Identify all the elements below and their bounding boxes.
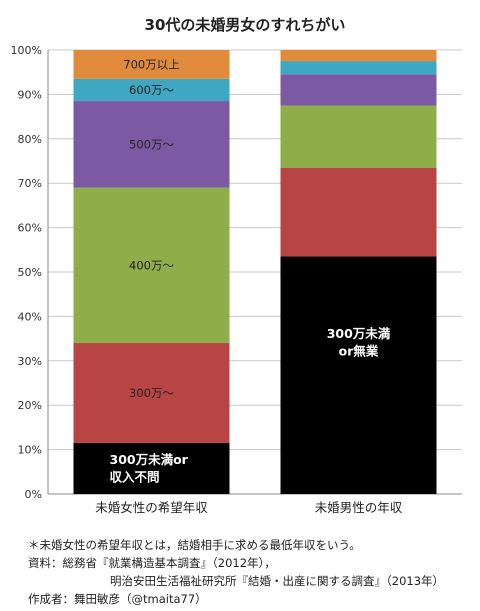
bar-segment xyxy=(280,167,437,257)
y-tick-label: 40% xyxy=(18,310,42,323)
bars: 300万未満or 収入不問 300万〜 400万〜 500万〜 600万〜 700万以上 30… xyxy=(73,50,437,494)
y-tick-label: 50% xyxy=(18,266,42,279)
category-label: 未婚男性の年収 xyxy=(315,500,403,515)
bar-segment xyxy=(73,442,230,494)
bar-segment xyxy=(280,256,437,494)
segment-label: 300万未満 or無業 xyxy=(327,326,391,359)
source-line-1: 資料：総務省『就業構造基本調査』（2012年）， xyxy=(28,556,276,570)
bar-segment xyxy=(73,78,230,102)
segment-label: 700万以上 xyxy=(123,57,179,71)
bar-segment xyxy=(280,105,437,168)
y-tick-label: 20% xyxy=(18,399,42,412)
y-tick-label: 70% xyxy=(18,177,42,190)
category-label: 未婚女性の希望年収 xyxy=(95,500,208,515)
segment-label: 500万〜 xyxy=(129,137,174,151)
y-tick-label: 0% xyxy=(25,488,42,501)
footnote: ＊未婚女性の希望年収とは，結婚相手に求める最低年収をいう。 xyxy=(28,538,361,552)
y-tick-label: 10% xyxy=(18,444,42,457)
bar-segment xyxy=(73,101,230,188)
y-tick-label: 90% xyxy=(18,88,42,101)
bar-segment xyxy=(280,61,437,75)
y-tick-label: 100% xyxy=(11,44,42,57)
segment-label: 400万〜 xyxy=(129,258,174,272)
stacked-bar-chart: 30代の未婚男女のすれちがい 0% 10% 20% 30% 40% 50% 60% 70% 80… xyxy=(11,16,462,515)
y-tick-label: 80% xyxy=(18,133,42,146)
x-axis: 未婚女性の希望年収 未婚男性の年収 xyxy=(95,500,403,515)
segment-label: 600万〜 xyxy=(129,83,174,97)
source-line-2: 明治安田生活福祉研究所『結婚・出産に関する調査』（2013年） xyxy=(110,574,445,588)
author-credit: 作成者：舞田敏彦（@tmaita77） xyxy=(28,592,207,606)
bar-segment xyxy=(73,50,230,79)
bar-segment xyxy=(280,74,437,106)
segment-label: 300万〜 xyxy=(129,386,174,400)
bar-segment xyxy=(280,50,437,62)
y-tick-label: 30% xyxy=(18,355,42,368)
bar-segment xyxy=(73,343,230,443)
chart-title: 30代の未婚男女のすれちがい xyxy=(145,16,346,34)
chart-notes: ＊未婚女性の希望年収とは，結婚相手に求める最低年収をいう。 資料：総務省『就業構… xyxy=(28,536,473,608)
bar-segment xyxy=(73,187,230,344)
segment-label: 300万未満or 収入不問 xyxy=(110,452,189,485)
y-tick-label: 60% xyxy=(18,222,42,235)
